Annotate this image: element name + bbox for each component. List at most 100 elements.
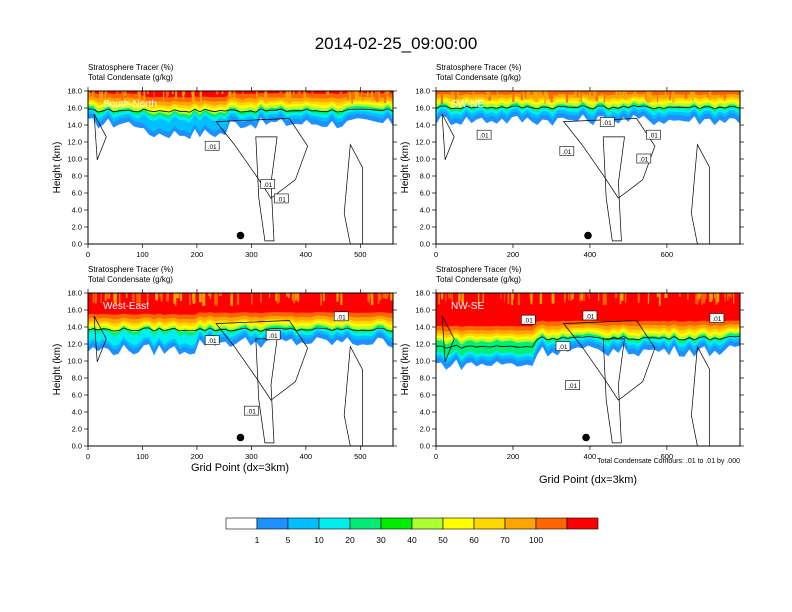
tracer-streak bbox=[277, 293, 280, 303]
tracer-streak bbox=[199, 293, 202, 303]
tracer-streak bbox=[106, 91, 108, 99]
tracer-streak bbox=[287, 293, 290, 298]
tracer-streak bbox=[709, 293, 713, 302]
tracer-streak bbox=[228, 91, 232, 97]
y-tick-label: 12.0 bbox=[415, 340, 430, 349]
x-tick-label: 200 bbox=[507, 250, 520, 259]
y-tick-label: 14.0 bbox=[415, 323, 430, 332]
tracer-streak bbox=[101, 91, 103, 104]
tracer-streak bbox=[175, 91, 178, 100]
tracer-streak bbox=[657, 91, 660, 96]
tracer-streak bbox=[147, 91, 149, 94]
tracer-streak bbox=[236, 293, 240, 305]
contour-label-text: .01 bbox=[649, 133, 658, 140]
contour-label: .01 bbox=[274, 193, 289, 204]
tracer-streak bbox=[598, 91, 601, 96]
y-axis-label: Height (km) bbox=[400, 344, 411, 396]
tracer-streak bbox=[579, 91, 581, 103]
condensate-contour bbox=[215, 118, 308, 199]
colorbar-label: 10 bbox=[314, 535, 324, 545]
tracer-streak bbox=[664, 293, 668, 298]
tracer-streak bbox=[384, 91, 387, 104]
tracer-streak bbox=[656, 293, 659, 297]
tracer-streak bbox=[351, 91, 355, 99]
plot-frame bbox=[435, 292, 741, 447]
contour-label: .01 bbox=[555, 341, 571, 351]
contour-label-text: .01 bbox=[568, 383, 577, 390]
tracer-streak bbox=[339, 91, 343, 96]
panel-subtitle-condensate: Total Condensate (g/kg) bbox=[88, 73, 173, 82]
condensate-contour bbox=[343, 345, 363, 446]
tracer-streak bbox=[658, 293, 661, 306]
tracer-streak bbox=[251, 293, 253, 305]
tracer-streak bbox=[367, 293, 370, 302]
tracer-streak bbox=[94, 293, 97, 304]
colorbar-swatch bbox=[287, 517, 320, 530]
tracer-streak bbox=[275, 293, 278, 302]
contour-label: .01 bbox=[476, 129, 492, 140]
condensate-contour bbox=[691, 345, 710, 446]
contour-label-text: .01 bbox=[603, 120, 612, 127]
tracer-streak bbox=[173, 293, 176, 304]
x-tick-label: 0 bbox=[434, 452, 438, 461]
tracer-streak bbox=[379, 293, 382, 301]
tracer-streak bbox=[124, 91, 127, 96]
tracer-streak bbox=[587, 293, 589, 297]
contour-label-box bbox=[709, 313, 725, 323]
x-tick-label: 600 bbox=[661, 452, 674, 461]
tracer-streak bbox=[175, 293, 177, 306]
tracer-streak bbox=[538, 91, 542, 97]
tracer-streak bbox=[548, 91, 551, 100]
location-marker bbox=[236, 231, 245, 240]
contour-label: .01 bbox=[244, 405, 259, 416]
tracer-streak bbox=[500, 293, 502, 300]
tracer-streak bbox=[522, 91, 524, 96]
tracer-streak bbox=[545, 91, 548, 99]
contour-label-box bbox=[565, 380, 580, 390]
tracer-streak bbox=[595, 91, 599, 102]
tracer-streak bbox=[361, 91, 363, 102]
tracer-streak bbox=[539, 293, 543, 304]
location-marker bbox=[582, 433, 590, 442]
tracer-streak bbox=[564, 293, 566, 303]
panel-label: South-North bbox=[103, 99, 157, 110]
y-tick-label: 6.0 bbox=[72, 189, 82, 198]
contour-label-text: .01 bbox=[524, 318, 533, 325]
tracer-streak bbox=[647, 91, 650, 103]
colorbar-swatch bbox=[566, 517, 599, 530]
tracer-streak bbox=[163, 91, 165, 102]
tracer-streak bbox=[242, 91, 244, 100]
contour-label-box bbox=[274, 193, 289, 204]
x-tick-label: 400 bbox=[584, 250, 597, 259]
tracer-streak bbox=[100, 293, 102, 304]
tracer-streak bbox=[729, 293, 732, 298]
contour-label-text: .01 bbox=[562, 149, 571, 156]
tracer-streak bbox=[351, 91, 353, 104]
tracer-streak bbox=[620, 293, 624, 301]
tracer-streak bbox=[455, 91, 457, 97]
tracer-streak bbox=[137, 91, 140, 95]
x-tick-label: 0 bbox=[86, 250, 90, 259]
panel-subtitle-tracer: Stratosphere Tracer (%) bbox=[436, 265, 522, 274]
tracer-streak bbox=[615, 91, 619, 97]
colorbar-swatch bbox=[504, 517, 537, 530]
tracer-streak bbox=[512, 293, 514, 300]
contour-label: .01 bbox=[709, 313, 725, 323]
y-tick-label: 8.0 bbox=[72, 172, 82, 181]
condensate-contour bbox=[441, 315, 455, 363]
tracer-streak bbox=[453, 91, 456, 95]
tracer-streak bbox=[297, 293, 300, 302]
tracer-streak bbox=[448, 293, 450, 299]
tracer-streak bbox=[716, 293, 720, 303]
tracer-streak bbox=[340, 293, 343, 305]
tracer-streak bbox=[92, 293, 95, 303]
contour-label-text: .01 bbox=[337, 314, 346, 321]
tracer-streak bbox=[88, 91, 90, 99]
tracer-streak bbox=[298, 91, 301, 99]
tracer-streak bbox=[438, 293, 440, 305]
tracer-streak bbox=[724, 293, 726, 298]
tracer-streak bbox=[672, 91, 675, 103]
location-marker bbox=[236, 433, 245, 442]
colorbar-label: 50 bbox=[438, 535, 448, 545]
tracer-streak bbox=[525, 91, 527, 100]
